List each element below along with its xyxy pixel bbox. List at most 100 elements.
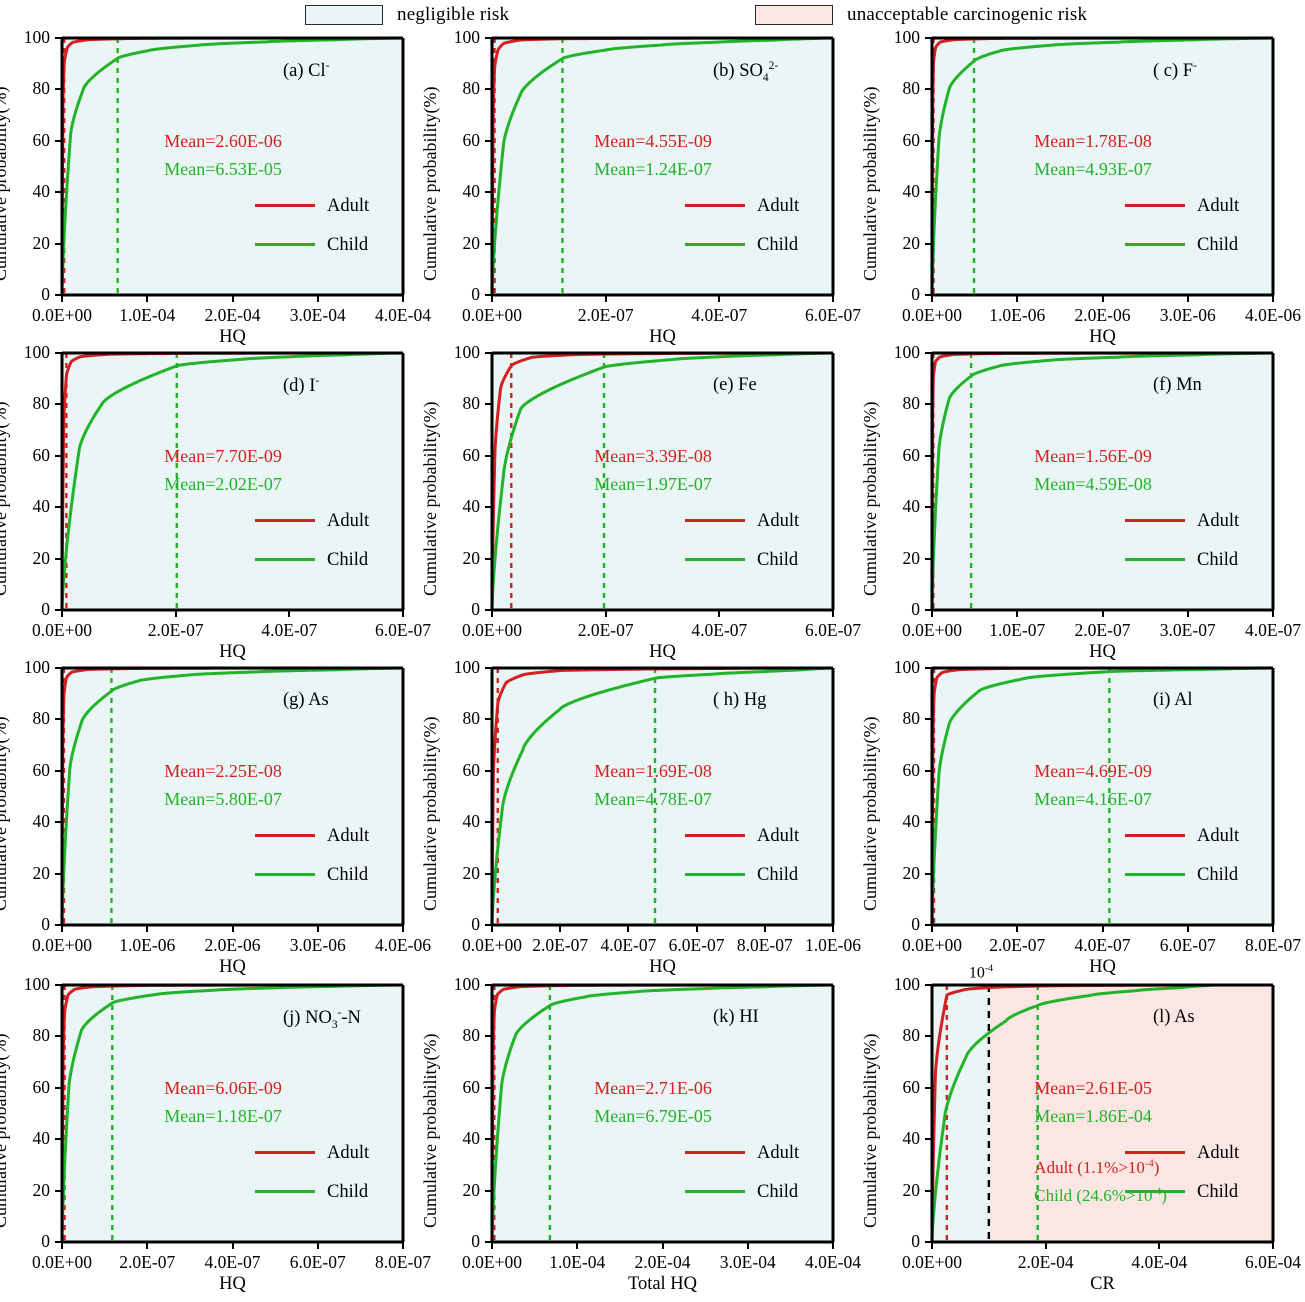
y-tick-label: 0 [41,914,50,934]
y-tick [55,872,62,875]
panel-title-i: (i) Al [1153,690,1193,710]
y-tick-label: 0 [471,914,480,934]
y-tick [925,609,932,611]
x-tick-label: 4.0E-06 [375,935,431,955]
negligible-risk-region [932,985,989,1242]
panel-title-l: (l) As [1153,1007,1195,1027]
y-tick [485,1138,492,1141]
y-tick [925,1138,932,1141]
x-tick-label: 4.0E-07 [261,620,318,640]
y-tick [925,872,932,875]
panel-title-e: (e) Fe [713,375,757,395]
y-tick-label: 20 [32,232,51,253]
y-tick [485,37,492,39]
x-tick-label: 2.0E-07 [119,1252,176,1272]
y-tick [55,821,62,824]
x-tick [402,295,404,302]
legend-item-unacceptable: unacceptable carcinogenic risk [755,4,1087,26]
y-tick-label: 0 [41,284,50,304]
x-tick [931,295,933,302]
adult-mean-label-b: Mean=4.55E-09 [594,130,712,151]
x-tick-label: 2.0E-06 [204,935,261,955]
legend-swatch-child-d [255,558,315,562]
x-axis-label-l: CR [1090,1274,1115,1294]
x-tick [1101,610,1104,617]
x-tick [1272,295,1274,302]
x-tick [288,610,291,617]
x-tick-label: 0.0E+00 [462,1252,522,1272]
y-tick [925,294,932,296]
x-tick [576,1242,579,1249]
legend-swatch-child-h [685,873,745,877]
y-tick [55,37,62,39]
x-tick [231,925,234,932]
y-tick-label: 100 [23,657,50,677]
x-tick-label: 2.0E-07 [532,935,589,955]
x-tick [604,295,607,302]
y-tick [485,294,492,296]
legend-label-adult-b: Adult [757,196,800,217]
y-tick-label: 20 [902,862,921,883]
y-tick-label: 60 [32,759,51,780]
x-tick-label: 3.0E-07 [1159,620,1216,640]
y-tick-label: 20 [462,1179,481,1200]
legend-swatch-adult-k [685,1151,745,1155]
x-tick [1186,295,1189,302]
x-tick [146,925,149,932]
x-tick-label: 6.0E-07 [289,1252,346,1272]
x-tick [832,610,834,617]
legend-swatch-adult-l [1125,1151,1185,1155]
legend-label-adult-c: Adult [1197,196,1240,217]
x-tick [491,610,493,617]
x-tick [832,1242,834,1249]
x-tick-label: 0.0E+00 [902,620,962,640]
y-tick-label: 60 [462,444,481,465]
x-axis-label-d: HQ [219,642,246,662]
adult-mean-label-g: Mean=2.25E-08 [164,760,282,781]
legend-label-child-e: Child [757,550,799,571]
x-tick-label: 6.0E-04 [1245,1252,1301,1272]
x-tick [1272,610,1274,617]
x-tick-label: 4.0E-07 [600,935,657,955]
x-tick [1101,925,1104,932]
y-tick [55,1189,62,1192]
x-tick-label: 0.0E+00 [32,620,92,640]
x-tick [832,295,834,302]
y-tick-label: 100 [453,974,480,994]
x-tick-label: 1.0E-06 [989,305,1046,325]
child-mean-label-h: Mean=4.78E-07 [594,788,712,809]
y-tick-label: 80 [902,1025,921,1046]
x-tick [559,925,562,932]
y-tick-label: 20 [462,862,481,883]
child-mean-label-e: Mean=1.97E-07 [594,473,712,494]
x-tick-label: 2.0E-07 [147,620,204,640]
y-tick [925,821,932,824]
y-tick-label: 40 [902,181,921,202]
x-axis-label-j: HQ [219,1274,246,1294]
y-tick [485,821,492,824]
y-tick [925,769,932,772]
y-tick-label: 20 [462,232,481,253]
x-tick-label: 4.0E-04 [1131,1252,1188,1272]
y-tick [925,718,932,721]
y-tick [485,352,492,354]
y-tick [55,191,62,194]
x-tick-label: 2.0E-07 [989,935,1046,955]
x-tick [1186,610,1189,617]
y-tick-label: 100 [23,27,50,47]
legend-label-child-i: Child [1197,865,1239,886]
x-tick-label: 6.0E-07 [375,620,431,640]
y-tick-label: 60 [902,444,921,465]
x-tick [1044,1242,1047,1249]
y-tick [485,769,492,772]
y-tick [925,37,932,39]
y-tick [925,1241,932,1243]
legend-label-child-h: Child [757,865,799,886]
y-tick-label: 20 [902,547,921,568]
y-tick [55,403,62,406]
x-tick-label: 3.0E-04 [289,305,346,325]
y-tick [925,506,932,509]
x-tick-label: 4.0E-04 [375,305,431,325]
adult-mean-label-i: Mean=4.69E-09 [1034,760,1152,781]
x-tick-label: 4.0E-06 [1245,305,1301,325]
